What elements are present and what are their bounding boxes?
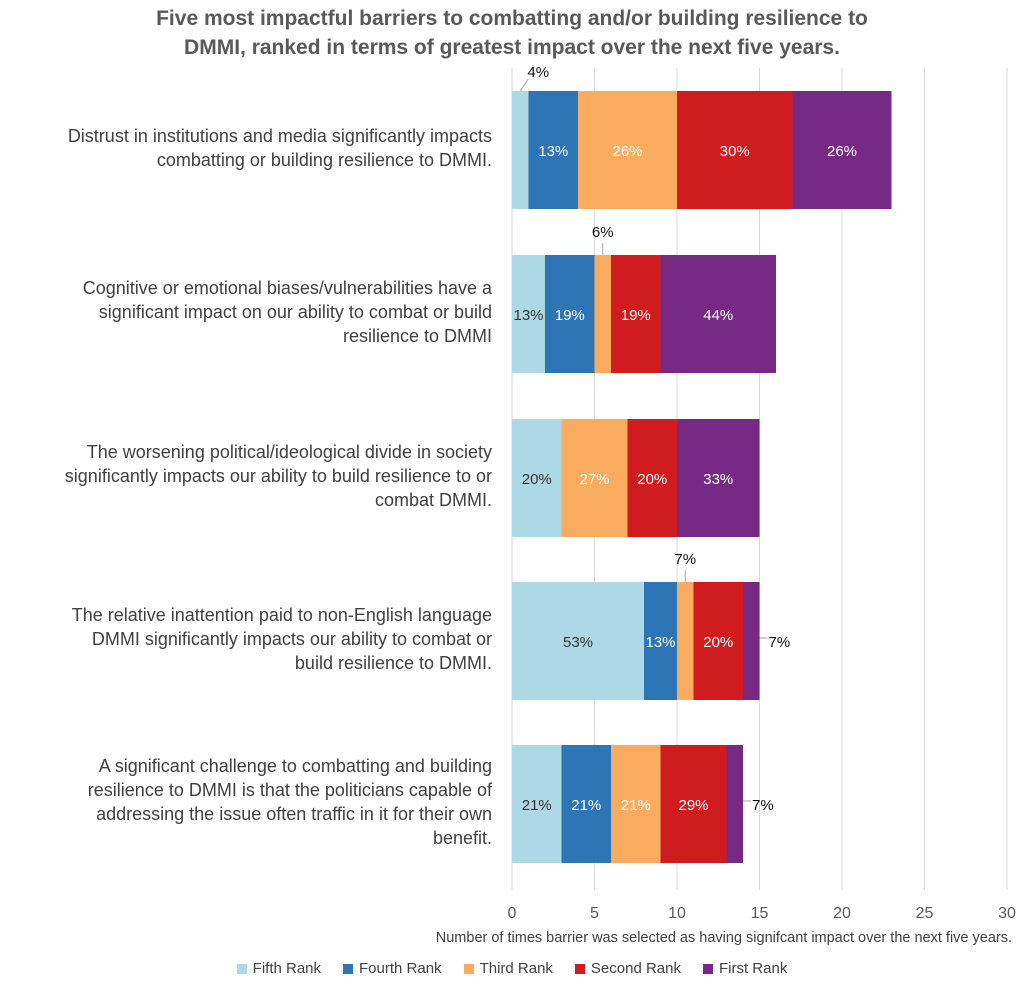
- data-label-2-fifth-rank: 13%: [513, 307, 543, 324]
- legend-swatch: [574, 963, 585, 974]
- legend-item-fourth-rank: Fourth Rank: [343, 960, 442, 977]
- category-label-4-line-2: DMMI significantly impacts our ability t…: [91, 629, 492, 649]
- data-label-2-second-rank: 19%: [621, 307, 651, 324]
- bar-3-first-rank: [677, 419, 760, 537]
- data-label-1-first-rank: 26%: [827, 143, 857, 160]
- legend-label: First Rank: [718, 960, 788, 977]
- data-label-2-third-rank: 6%: [592, 224, 614, 241]
- data-label-1-fourth-rank: 13%: [538, 143, 568, 160]
- data-label-4-fourth-rank: 13%: [645, 634, 675, 651]
- bar-5-fourth-rank: [561, 745, 611, 863]
- category-label-4-line-1: The relative inattention paid to non-Eng…: [71, 605, 492, 625]
- data-label-2-first-rank: 44%: [703, 307, 733, 324]
- chart-title-line-2: DMMI, ranked in terms of greatest impact…: [184, 36, 840, 59]
- x-tick-label-0: 0: [508, 905, 517, 922]
- legend-swatch: [236, 963, 247, 974]
- chart-title: Five most impactful barriers to combatti…: [0, 4, 1024, 62]
- x-tick-label-15: 15: [751, 905, 769, 922]
- category-label-3-line-3: combat DMMI.: [374, 490, 492, 510]
- bar-1-fourth-rank: [528, 91, 578, 209]
- legend-label: Fourth Rank: [359, 960, 442, 977]
- data-label-2-fourth-rank: 19%: [555, 307, 585, 324]
- bar-5-first-rank: [726, 745, 743, 863]
- data-label-5-first-rank: 7%: [752, 797, 774, 814]
- category-label-1-line-2: combatting or building resilience to DMM…: [156, 150, 492, 170]
- bar-4-fourth-rank: [644, 582, 677, 700]
- data-label-leader-1-1: [519, 78, 529, 92]
- x-axis-label: Number of times barrier was selected as …: [435, 930, 1012, 946]
- data-label-4-second-rank: 20%: [703, 634, 733, 651]
- x-tick-label-20: 20: [833, 905, 851, 922]
- chart-title-line-1: Five most impactful barriers to combatti…: [156, 7, 868, 30]
- category-label-5-line-4: benefit.: [432, 828, 492, 848]
- category-label-5-line-3: addressing the issue often traffic in it…: [96, 804, 492, 824]
- bar-4-first-rank: [743, 582, 760, 700]
- bar-1-fifth-rank: [512, 91, 529, 209]
- bar-2-third-rank: [594, 255, 611, 373]
- category-label-4-line-3: build resilience to DMMI.: [294, 653, 492, 673]
- data-label-3-third-rank: 27%: [579, 471, 609, 488]
- bar-4-fifth-rank: [512, 582, 644, 700]
- legend-item-fifth-rank: Fifth Rank: [236, 960, 322, 977]
- legend-swatch: [463, 963, 474, 974]
- x-tick-label-10: 10: [668, 905, 686, 922]
- bar-1-first-rank: [792, 91, 892, 209]
- category-label-5-line-2: resilience to DMMI is that the politicia…: [87, 780, 492, 800]
- x-tick-label-30: 30: [998, 905, 1016, 922]
- category-label-5: A significant challenge to combatting an…: [0, 754, 492, 850]
- legend-item-first-rank: First Rank: [702, 960, 788, 977]
- category-label-1-line-1: Distrust in institutions and media signi…: [67, 126, 492, 146]
- data-label-5-third-rank: 21%: [621, 797, 651, 814]
- bar-4-second-rank: [693, 582, 743, 700]
- bar-4-third-rank: [677, 582, 694, 700]
- data-label-3-second-rank: 20%: [637, 471, 667, 488]
- bar-3-fifth-rank: [512, 419, 562, 537]
- bar-5-fifth-rank: [512, 745, 562, 863]
- legend-swatch: [343, 963, 354, 974]
- bar-1-third-rank: [578, 91, 677, 209]
- legend-item-second-rank: Second Rank: [574, 960, 681, 977]
- bar-2-fourth-rank: [545, 255, 595, 373]
- category-label-2-line-3: resilience to DMMI: [342, 326, 492, 346]
- data-label-3-fifth-rank: 20%: [522, 471, 552, 488]
- bar-5-third-rank: [611, 745, 661, 863]
- x-tick-label-25: 25: [916, 905, 934, 922]
- data-label-4-first-rank: 7%: [769, 634, 791, 651]
- bar-2-second-rank: [611, 255, 661, 373]
- legend: Fifth Rank Fourth Rank Third Rank Second Ra…: [0, 960, 1024, 977]
- data-label-5-second-rank: 29%: [678, 797, 708, 814]
- data-label-5-fourth-rank: 21%: [571, 797, 601, 814]
- bar-2-first-rank: [660, 255, 776, 373]
- legend-item-third-rank: Third Rank: [463, 960, 553, 977]
- data-label-3-first-rank: 33%: [703, 471, 733, 488]
- category-label-2-line-2: significant impact on our ability to com…: [98, 302, 492, 322]
- x-tick-label-5: 5: [590, 905, 599, 922]
- category-label-4: The relative inattention paid to non-Eng…: [0, 603, 492, 675]
- category-label-5-line-1: A significant challenge to combatting an…: [98, 756, 492, 776]
- bar-3-third-rank: [561, 419, 628, 537]
- bar-2-fifth-rank: [512, 255, 545, 373]
- category-label-2: Cognitive or emotional biases/vulnerabil…: [0, 276, 492, 348]
- data-label-5-fifth-rank: 21%: [522, 797, 552, 814]
- data-label-1-third-rank: 26%: [612, 143, 642, 160]
- legend-label: Third Rank: [479, 960, 553, 977]
- category-label-3: The worsening political/ideological divi…: [0, 440, 492, 512]
- data-label-4-third-rank: 7%: [674, 551, 696, 568]
- category-label-3-line-1: The worsening political/ideological divi…: [86, 442, 492, 462]
- legend-label: Second Rank: [590, 960, 681, 977]
- category-label-3-line-2: significantly impacts our ability to bui…: [64, 466, 492, 486]
- category-label-2-line-1: Cognitive or emotional biases/vulnerabil…: [82, 278, 492, 298]
- bar-3-second-rank: [627, 419, 677, 537]
- bar-5-second-rank: [660, 745, 727, 863]
- legend-label: Fifth Rank: [252, 960, 322, 977]
- data-label-1-fifth-rank: 4%: [527, 64, 549, 81]
- category-label-1: Distrust in institutions and media signi…: [0, 124, 492, 172]
- bar-1-second-rank: [677, 91, 793, 209]
- legend-swatch: [702, 963, 713, 974]
- data-label-4-fifth-rank: 53%: [563, 634, 593, 651]
- data-label-1-second-rank: 30%: [720, 143, 750, 160]
